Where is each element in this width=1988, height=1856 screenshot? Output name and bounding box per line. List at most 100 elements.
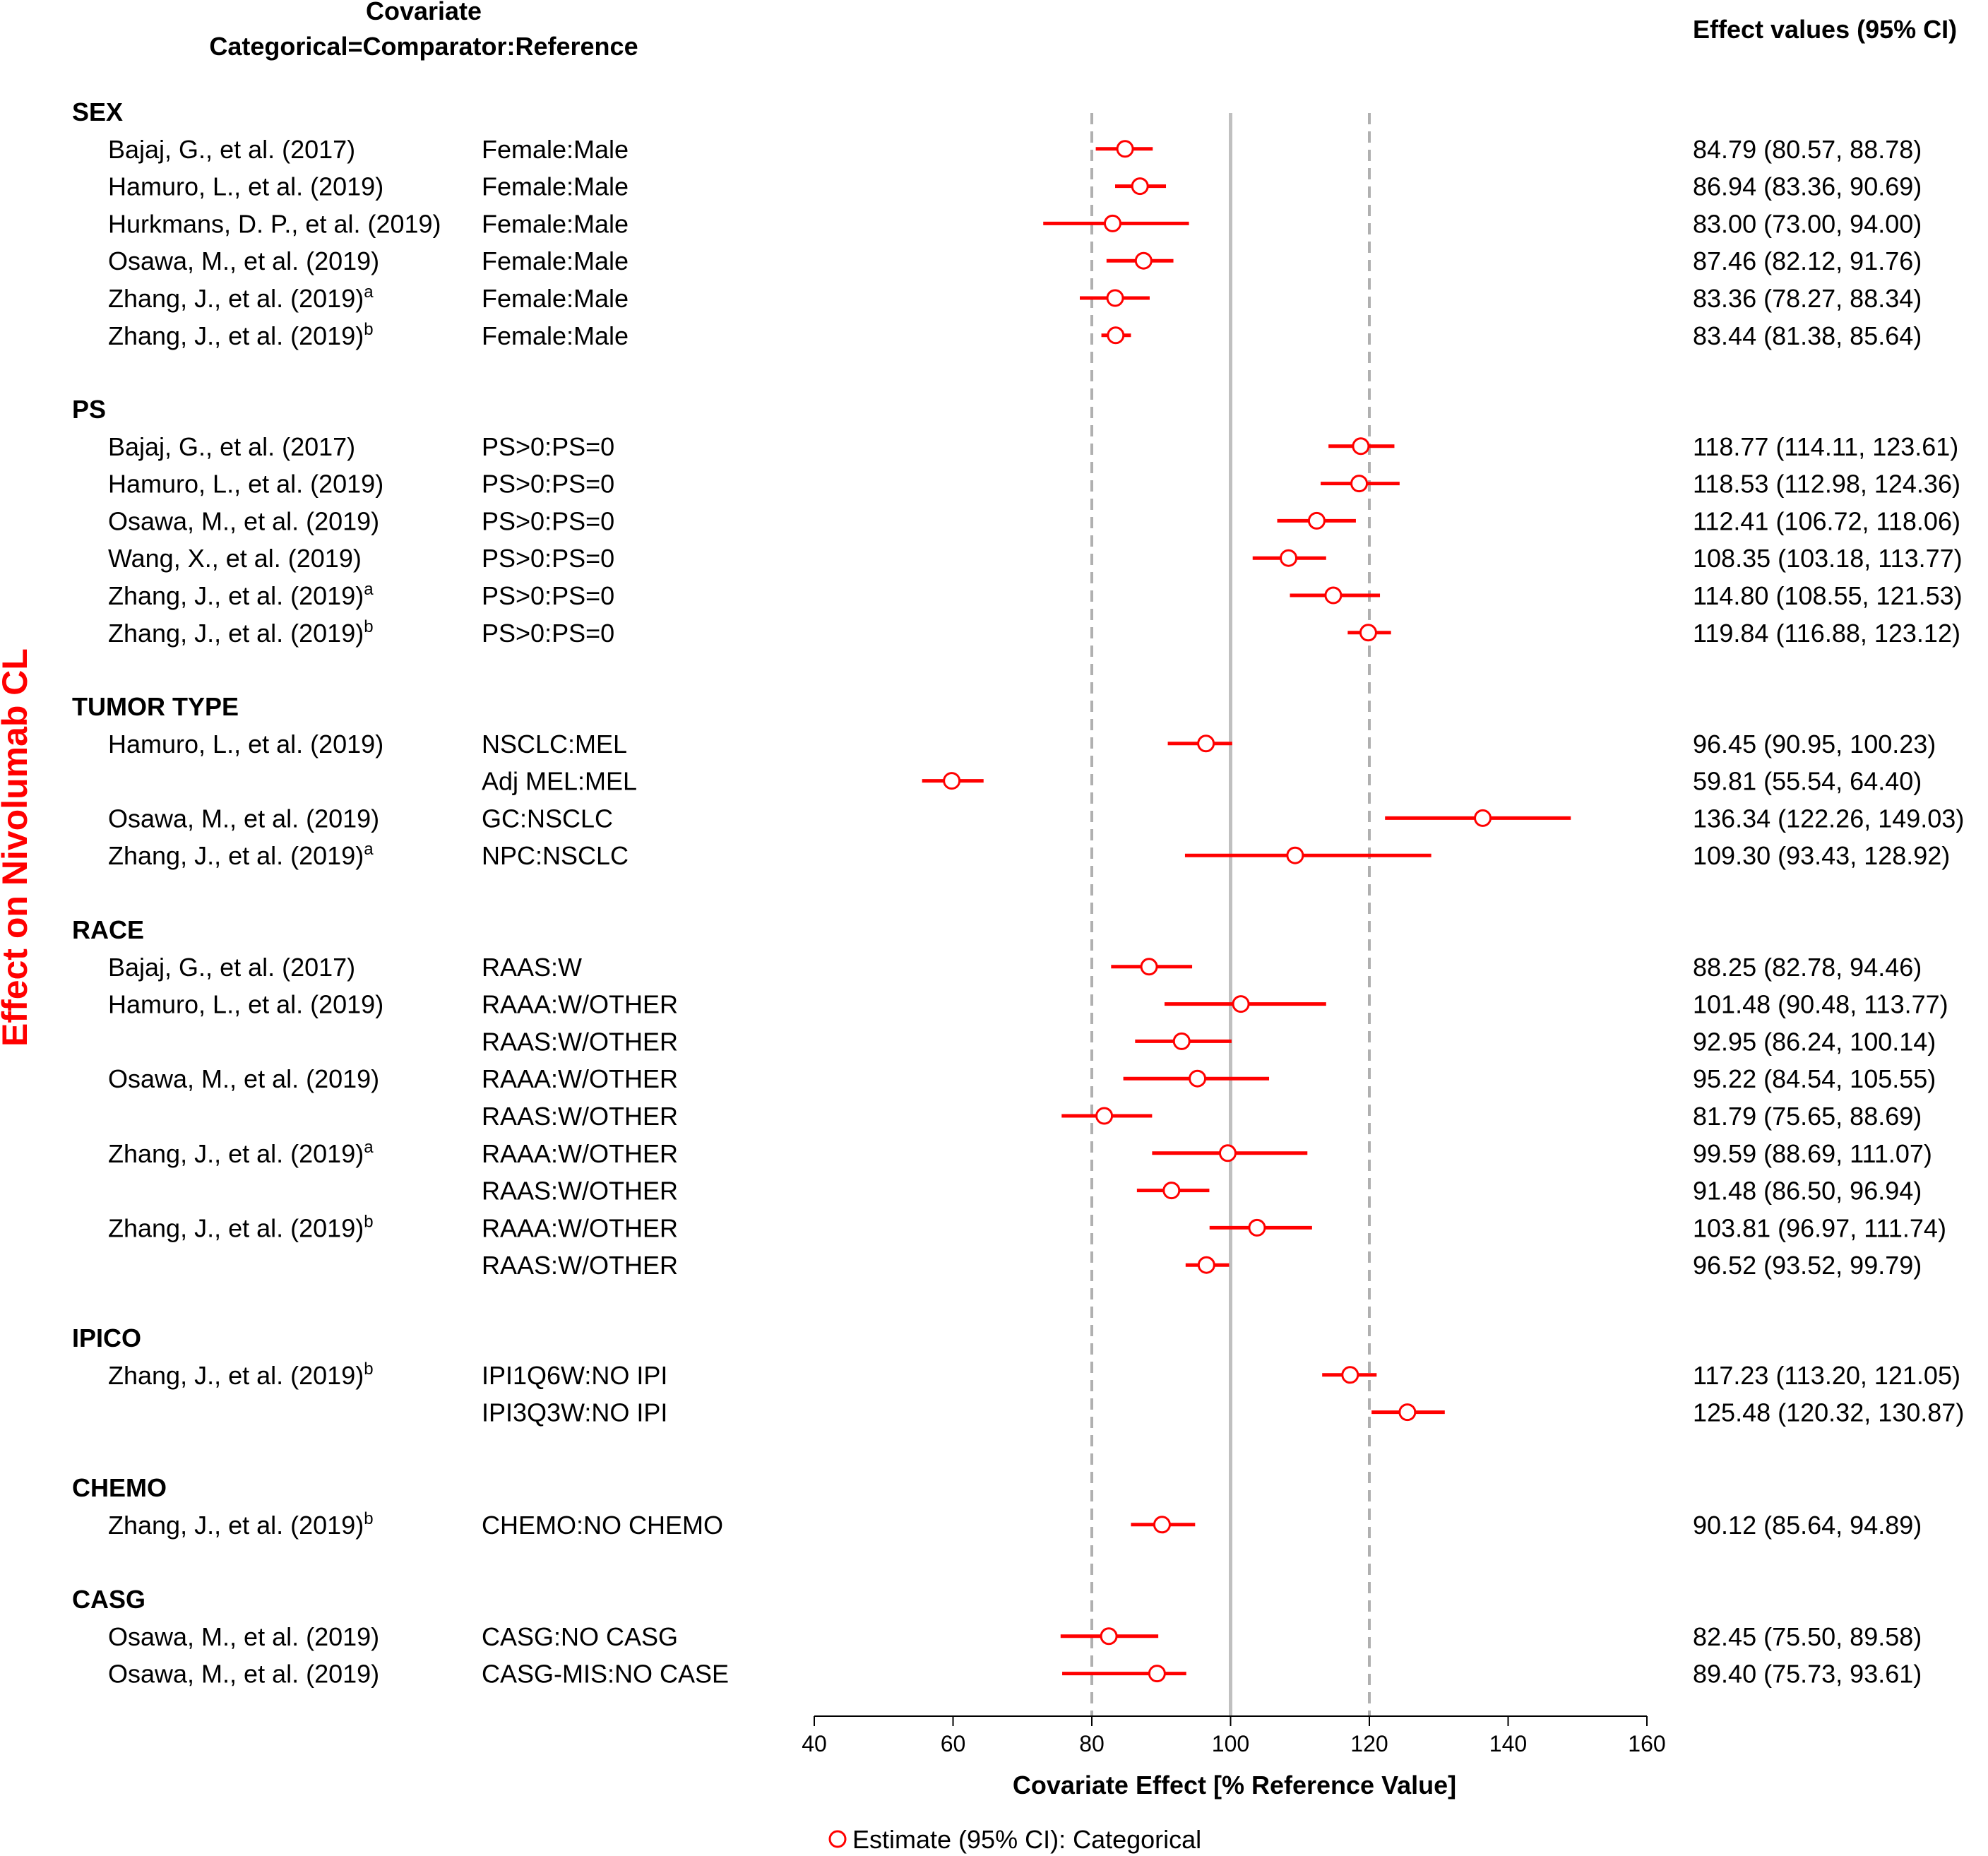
study-label: Zhang, J., et al. (2019)a bbox=[108, 1138, 374, 1168]
estimate-marker bbox=[1352, 437, 1370, 456]
comparison-label: Female:Male bbox=[482, 284, 629, 313]
comparison-label: RAAS:W/OTHER bbox=[482, 1027, 678, 1056]
study-label: Hamuro, L., et al. (2019) bbox=[108, 172, 383, 201]
comparison-label: Adj MEL:MEL bbox=[482, 767, 637, 796]
study-label: Hurkmans, D. P., et al. (2019) bbox=[108, 209, 441, 238]
estimate-marker bbox=[1248, 1218, 1266, 1237]
effect-value-label: 108.35 (103.18, 113.77) bbox=[1693, 544, 1963, 573]
study-label: Wang, X., et al. (2019) bbox=[108, 544, 362, 573]
effect-value-label: 89.40 (75.73, 93.61) bbox=[1693, 1660, 1922, 1689]
estimate-marker bbox=[1359, 624, 1377, 642]
effect-value-label: 87.46 (82.12, 91.76) bbox=[1693, 246, 1922, 275]
effect-value-label: 101.48 (90.48, 113.77) bbox=[1693, 990, 1948, 1019]
effect-value-label: 86.94 (83.36, 90.69) bbox=[1693, 172, 1922, 201]
effect-value-label: 82.45 (75.50, 89.58) bbox=[1693, 1622, 1922, 1651]
estimate-marker bbox=[1103, 214, 1121, 232]
study-label: Osawa, M., et al. (2019) bbox=[108, 804, 379, 833]
comparison-label: RAAS:W/OTHER bbox=[482, 1177, 678, 1206]
study-label: Zhang, J., et al. (2019)b bbox=[108, 1212, 374, 1242]
study-label: Zhang, J., et al. (2019)a bbox=[108, 840, 374, 870]
effect-value-label: 119.84 (116.88, 123.12) bbox=[1693, 619, 1960, 648]
group-label: SEX bbox=[72, 97, 123, 126]
effect-value-label: 117.23 (113.20, 121.05) bbox=[1693, 1361, 1960, 1390]
legend: Estimate (95% CI): Categorical bbox=[828, 1825, 1201, 1854]
x-tick-label: 80 bbox=[1079, 1731, 1105, 1756]
comparison-label: Female:Male bbox=[482, 209, 629, 238]
comparison-label: CASG-MIS:NO CASE bbox=[482, 1660, 729, 1689]
legend-marker-icon bbox=[828, 1830, 847, 1848]
estimate-marker bbox=[1107, 326, 1125, 345]
study-label: Osawa, M., et al. (2019) bbox=[108, 1622, 379, 1651]
estimate-marker bbox=[1153, 1516, 1171, 1534]
comparison-label: CASG:NO CASG bbox=[482, 1622, 678, 1651]
comparison-label: RAAA:W/OTHER bbox=[482, 1064, 678, 1093]
estimate-marker bbox=[1398, 1403, 1417, 1422]
estimate-marker bbox=[1172, 1032, 1191, 1050]
effect-value-label: 103.81 (96.97, 111.74) bbox=[1693, 1213, 1946, 1242]
x-tick-label: 140 bbox=[1489, 1731, 1527, 1756]
comparison-label: RAAA:W/OTHER bbox=[482, 1213, 678, 1242]
effect-value-label: 90.12 (85.64, 94.89) bbox=[1693, 1511, 1922, 1540]
effect-value-label: 92.95 (86.24, 100.14) bbox=[1693, 1027, 1936, 1056]
study-label: Zhang, J., et al. (2019)a bbox=[108, 282, 374, 313]
comparison-label: PS>0:PS=0 bbox=[482, 581, 614, 610]
comparison-label: RAAS:W bbox=[482, 953, 582, 982]
effect-value-label: 125.48 (120.32, 130.87) bbox=[1693, 1398, 1964, 1427]
x-tick-label: 60 bbox=[941, 1731, 966, 1756]
study-label: Osawa, M., et al. (2019) bbox=[108, 246, 379, 275]
estimate-marker bbox=[943, 772, 961, 790]
header-comparator-reference: Categorical=Comparator:Reference bbox=[209, 32, 638, 61]
effect-value-label: 118.53 (112.98, 124.36) bbox=[1693, 470, 1960, 499]
legend-label: Estimate (95% CI): Categorical bbox=[852, 1825, 1201, 1854]
estimate-marker bbox=[1324, 586, 1343, 605]
comparison-label: NPC:NSCLC bbox=[482, 841, 629, 870]
effect-value-label: 83.44 (81.38, 85.64) bbox=[1693, 321, 1922, 350]
estimate-marker bbox=[1307, 511, 1326, 530]
study-label: Zhang, J., et al. (2019)a bbox=[108, 580, 374, 610]
x-tick-label: 100 bbox=[1212, 1731, 1249, 1756]
study-label: Osawa, M., et al. (2019) bbox=[108, 1064, 379, 1093]
estimate-marker bbox=[1095, 1107, 1114, 1125]
comparison-label: IPI3Q3W:NO IPI bbox=[482, 1398, 667, 1427]
comparison-label: Female:Male bbox=[482, 321, 629, 350]
effect-value-label: 112.41 (106.72, 118.06) bbox=[1693, 506, 1960, 535]
effect-value-label: 96.52 (93.52, 99.79) bbox=[1693, 1251, 1922, 1280]
estimate-marker bbox=[1341, 1366, 1359, 1384]
effect-value-label: 83.00 (73.00, 94.00) bbox=[1693, 209, 1922, 238]
comparison-label: RAAS:W/OTHER bbox=[482, 1102, 678, 1131]
x-tick-label: 120 bbox=[1350, 1731, 1388, 1756]
effect-value-label: 88.25 (82.78, 94.46) bbox=[1693, 953, 1922, 982]
study-label: Osawa, M., et al. (2019) bbox=[108, 1660, 379, 1689]
effect-value-label: 91.48 (86.50, 96.94) bbox=[1693, 1177, 1922, 1206]
estimate-marker bbox=[1106, 289, 1124, 307]
estimate-marker bbox=[1131, 177, 1149, 196]
effect-value-label: 83.36 (78.27, 88.34) bbox=[1693, 284, 1922, 313]
estimate-marker bbox=[1350, 475, 1369, 493]
comparison-label: Female:Male bbox=[482, 246, 629, 275]
comparison-label: NSCLC:MEL bbox=[482, 730, 627, 759]
comparison-label: PS>0:PS=0 bbox=[482, 619, 614, 648]
effect-value-label: 59.81 (55.54, 64.40) bbox=[1693, 767, 1922, 796]
effect-value-label: 109.30 (93.43, 128.92) bbox=[1693, 841, 1950, 870]
study-label: Zhang, J., et al. (2019)b bbox=[108, 1509, 374, 1540]
study-label: Zhang, J., et al. (2019)b bbox=[108, 617, 374, 648]
effect-value-label: 84.79 (80.57, 88.78) bbox=[1693, 135, 1922, 164]
study-label: Hamuro, L., et al. (2019) bbox=[108, 730, 383, 759]
estimate-marker bbox=[1134, 251, 1153, 270]
reference-lines bbox=[1090, 113, 1371, 1716]
study-label: Zhang, J., et al. (2019)b bbox=[108, 320, 374, 350]
effect-value-label: 136.34 (122.26, 149.03) bbox=[1693, 804, 1964, 833]
study-label: Osawa, M., et al. (2019) bbox=[108, 506, 379, 535]
x-tick-label: 40 bbox=[802, 1731, 827, 1756]
estimate-marker bbox=[1474, 809, 1492, 827]
x-axis-title: Covariate Effect [% Reference Value] bbox=[1013, 1771, 1456, 1800]
estimate-marker bbox=[1280, 549, 1298, 567]
comparison-label: IPI1Q6W:NO IPI bbox=[482, 1361, 667, 1390]
comparison-label: RAAA:W/OTHER bbox=[482, 990, 678, 1019]
comparison-label: GC:NSCLC bbox=[482, 804, 613, 833]
estimate-marker bbox=[1140, 958, 1158, 976]
study-label: Bajaj, G., et al. (2017) bbox=[108, 432, 355, 461]
group-label: TUMOR TYPE bbox=[72, 692, 239, 721]
estimate-marker bbox=[1100, 1627, 1118, 1646]
